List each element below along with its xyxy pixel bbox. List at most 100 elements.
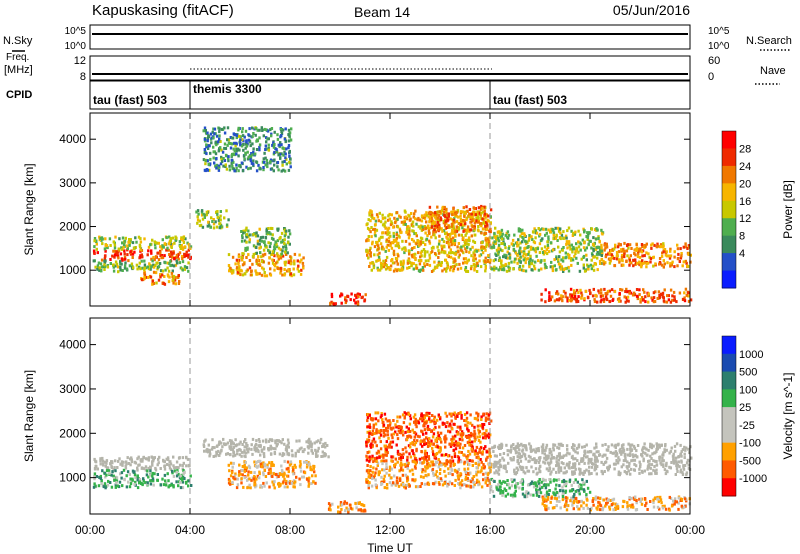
range-cell bbox=[478, 450, 481, 454]
range-cell bbox=[151, 456, 154, 460]
range-cell bbox=[385, 483, 389, 486]
range-cell bbox=[419, 440, 422, 444]
range-cell bbox=[344, 296, 347, 300]
range-cell bbox=[468, 250, 471, 254]
range-cell bbox=[507, 265, 510, 269]
range-cell bbox=[649, 260, 652, 264]
range-cell bbox=[301, 475, 304, 479]
range-cell bbox=[93, 457, 96, 461]
range-cell bbox=[508, 267, 511, 271]
range-cell bbox=[116, 466, 119, 469]
range-cell bbox=[231, 136, 235, 140]
range-cell bbox=[466, 238, 469, 242]
range-cell bbox=[313, 465, 316, 468]
range-cell bbox=[159, 275, 162, 279]
range-cell bbox=[571, 247, 574, 251]
range-cell bbox=[594, 293, 597, 297]
range-cell bbox=[263, 274, 267, 278]
range-cell bbox=[518, 257, 521, 261]
range-cell bbox=[589, 239, 592, 243]
range-cell bbox=[484, 236, 487, 240]
range-cell bbox=[95, 239, 98, 243]
range-cell bbox=[614, 454, 617, 458]
range-cell bbox=[459, 433, 462, 437]
range-cell bbox=[283, 228, 286, 232]
range-cell bbox=[587, 242, 590, 246]
panel-background bbox=[90, 318, 690, 514]
range-cell bbox=[170, 251, 173, 255]
range-cell bbox=[466, 229, 469, 233]
range-cell bbox=[545, 467, 549, 471]
range-cell bbox=[661, 245, 665, 249]
range-cell bbox=[438, 482, 441, 486]
range-cell bbox=[387, 226, 391, 230]
range-cell bbox=[245, 233, 249, 237]
range-cell bbox=[243, 463, 246, 467]
range-cell bbox=[371, 429, 375, 433]
range-cell bbox=[433, 418, 436, 421]
range-cell bbox=[243, 262, 246, 266]
range-cell bbox=[130, 458, 133, 462]
range-cell bbox=[619, 299, 622, 303]
range-cell bbox=[141, 266, 144, 270]
range-cell bbox=[520, 454, 523, 458]
range-cell bbox=[438, 239, 441, 243]
range-cell bbox=[673, 295, 676, 299]
range-cell bbox=[109, 481, 112, 484]
range-cell bbox=[438, 227, 441, 231]
range-cell bbox=[288, 131, 292, 135]
range-cell bbox=[430, 270, 434, 273]
range-cell bbox=[447, 255, 450, 259]
range-cell bbox=[448, 480, 452, 484]
range-cell bbox=[165, 457, 168, 461]
range-cell bbox=[669, 254, 673, 258]
range-cell bbox=[676, 264, 679, 268]
range-cell bbox=[466, 427, 469, 431]
range-cell bbox=[269, 226, 273, 230]
range-cell bbox=[106, 466, 110, 470]
range-cell bbox=[170, 246, 173, 249]
range-cell bbox=[658, 293, 661, 297]
range-cell bbox=[508, 245, 511, 249]
range-cell bbox=[226, 452, 229, 456]
range-cell bbox=[460, 435, 463, 439]
range-cell bbox=[258, 148, 261, 152]
range-cell bbox=[128, 264, 132, 268]
range-cell bbox=[369, 445, 373, 449]
range-cell bbox=[340, 301, 343, 305]
range-cell bbox=[116, 254, 120, 258]
range-cell bbox=[408, 422, 412, 426]
range-cell bbox=[645, 262, 648, 266]
range-cell bbox=[528, 259, 531, 263]
range-cell bbox=[679, 256, 683, 260]
range-cell bbox=[386, 433, 390, 437]
range-cell bbox=[464, 243, 467, 246]
range-cell bbox=[287, 146, 290, 150]
range-cell bbox=[367, 486, 370, 490]
range-cell bbox=[109, 258, 112, 261]
range-cell bbox=[636, 297, 639, 301]
range-cell bbox=[445, 437, 448, 441]
range-cell bbox=[463, 419, 466, 422]
range-cell bbox=[251, 135, 254, 139]
range-cell bbox=[96, 467, 99, 471]
range-cell bbox=[115, 481, 118, 484]
range-cell bbox=[461, 219, 464, 222]
range-cell bbox=[246, 486, 249, 490]
range-cell bbox=[484, 419, 488, 423]
range-cell bbox=[273, 143, 276, 146]
range-cell bbox=[379, 235, 383, 239]
range-cell bbox=[300, 258, 303, 262]
range-cell bbox=[265, 227, 269, 231]
range-cell bbox=[574, 252, 577, 255]
range-cell bbox=[243, 449, 246, 453]
range-cell bbox=[272, 463, 275, 467]
range-cell bbox=[143, 237, 146, 241]
range-cell bbox=[420, 254, 423, 258]
range-cell bbox=[127, 462, 131, 465]
range-cell bbox=[113, 466, 116, 470]
range-cell bbox=[437, 458, 440, 461]
range-cell bbox=[484, 245, 488, 249]
range-cell bbox=[159, 254, 162, 258]
range-cell bbox=[465, 242, 469, 246]
